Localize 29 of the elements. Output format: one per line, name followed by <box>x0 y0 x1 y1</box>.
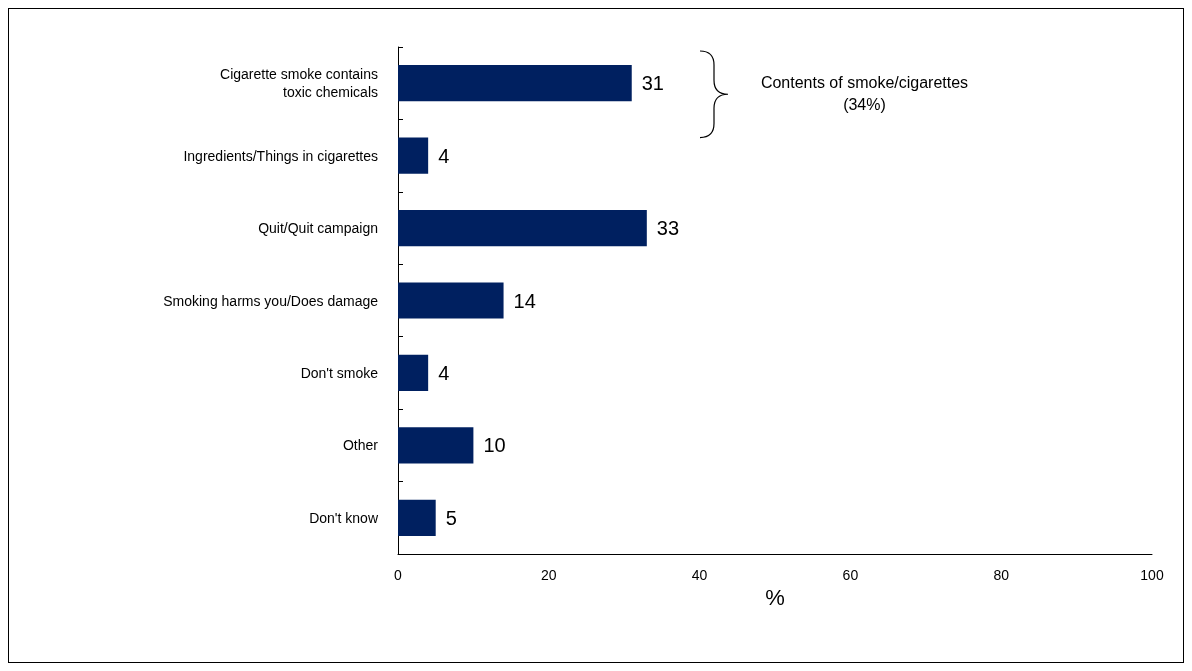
bar <box>398 499 436 536</box>
x-tick-label: 80 <box>993 567 1010 583</box>
data-label: 4 <box>438 361 450 384</box>
data-label: 14 <box>513 289 536 312</box>
x-axis-title: % <box>765 585 785 611</box>
data-label: 33 <box>656 217 680 240</box>
y-tick-label: Cigarette smoke contains toxic chemicals <box>220 66 378 101</box>
x-tick-label: 60 <box>842 567 859 583</box>
y-tick-label: Quit/Quit campaign <box>258 220 378 237</box>
data-label: 5 <box>445 506 457 529</box>
y-tick-label: Don't know <box>309 509 379 526</box>
bar <box>398 209 647 247</box>
y-tick-label: Ingredients/Things in cigarettes <box>183 147 378 164</box>
bar <box>398 65 632 102</box>
bar <box>398 427 474 464</box>
y-tick-label: Don't smoke <box>300 364 379 381</box>
annotation: Contents of smoke/cigarettes (34%) <box>760 73 969 116</box>
data-label: 4 <box>438 144 450 167</box>
bar <box>398 354 429 392</box>
x-tick-label: 40 <box>691 567 708 583</box>
y-tick-label: Smoking harms you/Does damage <box>163 292 379 309</box>
data-label: 10 <box>483 434 506 457</box>
x-tick-label: 100 <box>1140 567 1164 583</box>
y-tick-label: Other <box>342 437 379 454</box>
bar <box>398 282 504 319</box>
bar <box>398 137 429 174</box>
data-label: 31 <box>641 72 664 95</box>
x-tick-label: 20 <box>541 567 557 583</box>
x-tick-label: 0 <box>394 567 403 583</box>
